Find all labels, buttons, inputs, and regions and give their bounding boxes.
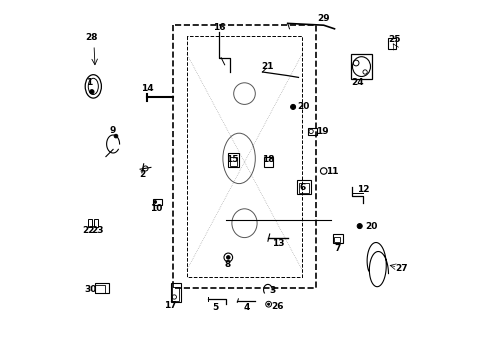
Bar <box>387 38 396 49</box>
Text: 4: 4 <box>243 303 249 312</box>
Text: 3: 3 <box>269 287 275 295</box>
Text: 16: 16 <box>213 23 225 32</box>
Text: 21: 21 <box>261 62 274 71</box>
Text: 19: 19 <box>315 127 327 136</box>
Text: 26: 26 <box>271 302 284 311</box>
Text: 8: 8 <box>224 260 230 269</box>
Bar <box>170 283 181 302</box>
Bar <box>95 285 105 293</box>
Text: 27: 27 <box>394 264 407 273</box>
Bar <box>298 183 308 193</box>
Text: 29: 29 <box>317 14 329 23</box>
Text: 17: 17 <box>163 302 176 310</box>
Text: 15: 15 <box>225 155 238 163</box>
Text: 20: 20 <box>297 103 309 112</box>
Text: 28: 28 <box>85 33 98 42</box>
Text: 30: 30 <box>84 285 97 294</box>
Text: 10: 10 <box>150 204 162 213</box>
Text: 14: 14 <box>141 84 153 93</box>
Text: 25: 25 <box>388 35 401 44</box>
Circle shape <box>89 90 94 94</box>
Bar <box>88 219 92 227</box>
Bar <box>332 234 343 243</box>
Circle shape <box>356 224 362 229</box>
Text: 5: 5 <box>212 303 218 312</box>
Text: 11: 11 <box>325 166 338 176</box>
Text: 23: 23 <box>92 226 104 235</box>
Circle shape <box>153 201 156 203</box>
Text: 7: 7 <box>333 244 340 253</box>
Bar <box>350 54 371 79</box>
Bar <box>230 157 237 166</box>
Circle shape <box>267 303 269 305</box>
Text: 24: 24 <box>351 78 364 87</box>
Text: 12: 12 <box>356 185 369 194</box>
Bar <box>95 283 109 293</box>
Circle shape <box>290 104 295 109</box>
Bar <box>296 180 310 194</box>
Text: 6: 6 <box>299 183 305 192</box>
Text: 13: 13 <box>272 239 285 248</box>
Text: 9: 9 <box>109 126 115 135</box>
Bar <box>171 287 179 301</box>
Bar <box>94 219 98 227</box>
Text: 22: 22 <box>82 226 95 235</box>
Bar <box>264 157 273 167</box>
Bar <box>333 237 340 242</box>
Text: 20: 20 <box>364 222 377 231</box>
Bar <box>228 153 239 167</box>
Text: 2: 2 <box>139 170 145 179</box>
Text: 18: 18 <box>261 155 274 163</box>
Bar <box>152 199 162 205</box>
Circle shape <box>114 134 118 138</box>
Bar <box>307 128 316 135</box>
Circle shape <box>226 256 230 259</box>
Text: 1: 1 <box>86 78 92 87</box>
